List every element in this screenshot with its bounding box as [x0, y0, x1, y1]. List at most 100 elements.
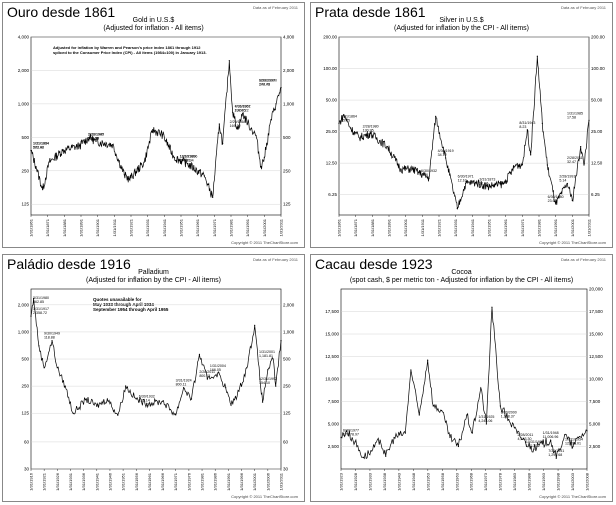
y-tick-label: 250: [21, 384, 29, 389]
x-tick-label: 1/31/1891: [79, 218, 84, 237]
x-tick-label: 1/31/1993: [541, 472, 546, 491]
data-annotation: 8/31/1943: [519, 121, 535, 125]
x-tick-label: 1/31/1861: [337, 218, 342, 237]
series-line: [338, 56, 590, 210]
x-tick-label: 1/31/1921: [437, 218, 442, 237]
data-point: [242, 112, 244, 115]
y-tick-label-right: 12,500: [589, 354, 603, 359]
copyright: Copyright © 2011 TheChartStore.com: [539, 240, 606, 245]
data-annotation: 170.71: [180, 159, 191, 163]
chart-note: Quotes unavailable for May 1933 through …: [93, 297, 169, 312]
data-annotation: 2,358.72: [33, 311, 47, 315]
data-annotation: 17,978.97: [343, 433, 359, 437]
y-tick-label-right: 2,000: [283, 68, 295, 73]
x-tick-label: 1/31/1941: [470, 218, 475, 237]
data-point: [146, 402, 148, 405]
data-date-stamp: Data as of February 2011: [560, 257, 606, 262]
x-tick-label: 1/31/1998: [556, 472, 561, 491]
data-point: [78, 145, 80, 147]
data-point: [404, 432, 406, 434]
x-tick-label: 1/31/1961: [147, 472, 152, 491]
panel-heading: Cacau desde 1923: [315, 256, 433, 272]
data-point: [255, 134, 257, 137]
data-point: [261, 401, 264, 403]
data-point: [217, 372, 219, 374]
data-point: [435, 115, 437, 117]
data-point: [515, 164, 517, 166]
data-point: [572, 445, 574, 448]
chart-plot: 4,000 2,000 1,000 500 250 125 4,000 2,000 1,000 5…: [18, 35, 295, 237]
x-tick-label: 1/31/1971: [173, 472, 178, 491]
data-point: [340, 436, 342, 439]
data-annotation: 273.42: [33, 146, 44, 150]
data-annotation: 32.47: [567, 160, 576, 164]
data-point: [524, 441, 527, 443]
data-annotation: 34.72: [438, 153, 447, 157]
y-tick-label: 2,000: [18, 302, 30, 307]
data-point: [343, 114, 345, 116]
data-annotation: 2/29/1868: [230, 120, 246, 124]
x-tick-label: 1/31/1931: [453, 218, 458, 237]
data-annotation: 1,198.37: [501, 415, 515, 419]
data-annotation: 8/31/1864: [341, 114, 357, 118]
data-annotation: 1,400.22: [235, 108, 249, 112]
x-tick-label: 1/31/1916: [29, 472, 34, 491]
data-point: [536, 55, 538, 57]
data-point: [555, 457, 557, 459]
data-annotation: 7/31/1867: [235, 104, 251, 108]
data-annotation: 1/31/1917: [33, 307, 49, 311]
series-line: [340, 307, 588, 460]
chart-title: Cocoa: [451, 269, 472, 276]
data-point: [183, 387, 185, 389]
x-tick-label: 1/31/1931: [145, 218, 150, 237]
data-point: [43, 367, 45, 369]
y-tick-label: 15,000: [325, 332, 339, 337]
data-point: [275, 385, 277, 387]
y-tick-label-right: 4,000: [283, 35, 295, 40]
x-tick-label: 1/31/1871: [353, 218, 358, 237]
x-tick-label: 1/31/1988: [527, 472, 532, 491]
data-annotation: 144.46: [259, 83, 270, 87]
data-annotation: 1,417.32: [526, 444, 540, 448]
data-point: [480, 387, 482, 389]
data-point: [162, 133, 164, 136]
data-annotation: 11,006.96: [543, 435, 559, 439]
x-tick-label: 1/31/1966: [160, 472, 165, 491]
y-tick-label-right: 6.25: [591, 192, 600, 197]
y-tick-label-right: 500: [283, 357, 291, 362]
x-tick-label: 1/31/1941: [94, 472, 99, 491]
data-annotation: 4/30/1919: [438, 149, 454, 153]
chart-panel-palladium: Paládio desde 1916 Data as of February 2…: [2, 254, 305, 502]
data-annotation: 4,243.06: [478, 419, 492, 423]
data-point: [571, 199, 573, 202]
x-tick-label: 1/31/1968: [469, 472, 474, 491]
data-annotation: 166.05: [210, 368, 221, 372]
chart-title: Gold in U.S.$: [132, 17, 175, 24]
data-annotation: 154.10: [259, 381, 270, 385]
data-point: [238, 390, 240, 392]
y-tick-label: 60: [24, 439, 30, 444]
x-tick-label: 1/31/1923: [339, 472, 344, 491]
y-tick-label-right: 500: [283, 135, 291, 140]
y-tick-label-right: 15,000: [589, 332, 603, 337]
panel-heading: Prata desde 1861: [315, 4, 426, 20]
x-tick-label: 1/31/1861: [29, 218, 34, 237]
data-point: [222, 142, 224, 145]
data-annotation: 118.88: [44, 336, 55, 340]
data-point: [400, 168, 402, 170]
data-point: [263, 156, 265, 158]
data-point: [338, 122, 340, 124]
y-tick-label: 1,000: [18, 101, 30, 106]
data-annotation: 125.14: [139, 399, 150, 403]
data-annotation: 2/28/1947: [88, 132, 104, 136]
data-annotation: 2/28/1991: [559, 174, 575, 178]
data-annotation: 11/30/1896: [180, 155, 198, 159]
x-tick-label: 1/31/2006: [265, 472, 270, 491]
x-tick-label: 1/31/1911: [420, 218, 425, 236]
data-annotation: 12,095.01: [565, 442, 581, 446]
data-point: [42, 189, 44, 191]
data-point: [250, 127, 252, 130]
data-point: [385, 455, 387, 457]
data-point: [230, 404, 232, 406]
data-point: [56, 367, 58, 369]
